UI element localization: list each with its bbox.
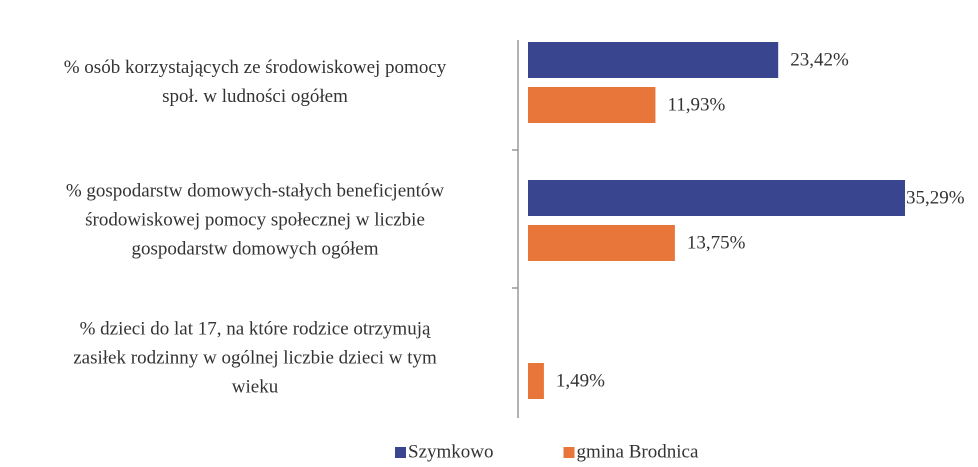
value-label: 11,93% [667,94,725,115]
value-label: 1,49% [556,370,605,391]
category-label: % gospodarstw domowych-stałych beneficje… [65,180,445,260]
value-label: 13,75% [687,232,746,253]
value-label: 35,29% [906,187,965,208]
legend-swatch [563,447,575,458]
bar [528,42,779,78]
value-label: 23,42% [790,49,849,70]
legend-swatch [395,447,406,458]
legend-label: gmina Brodnica [577,441,699,462]
bar [528,225,675,261]
category-label: % osób korzystających ze środowiskowej p… [63,57,447,107]
category-label: % dzieci do lat 17, na które rodzice otr… [73,318,437,398]
legend-label: Szymkowo [408,441,494,462]
bar [528,87,656,123]
bar [528,363,544,399]
bar [528,180,905,216]
